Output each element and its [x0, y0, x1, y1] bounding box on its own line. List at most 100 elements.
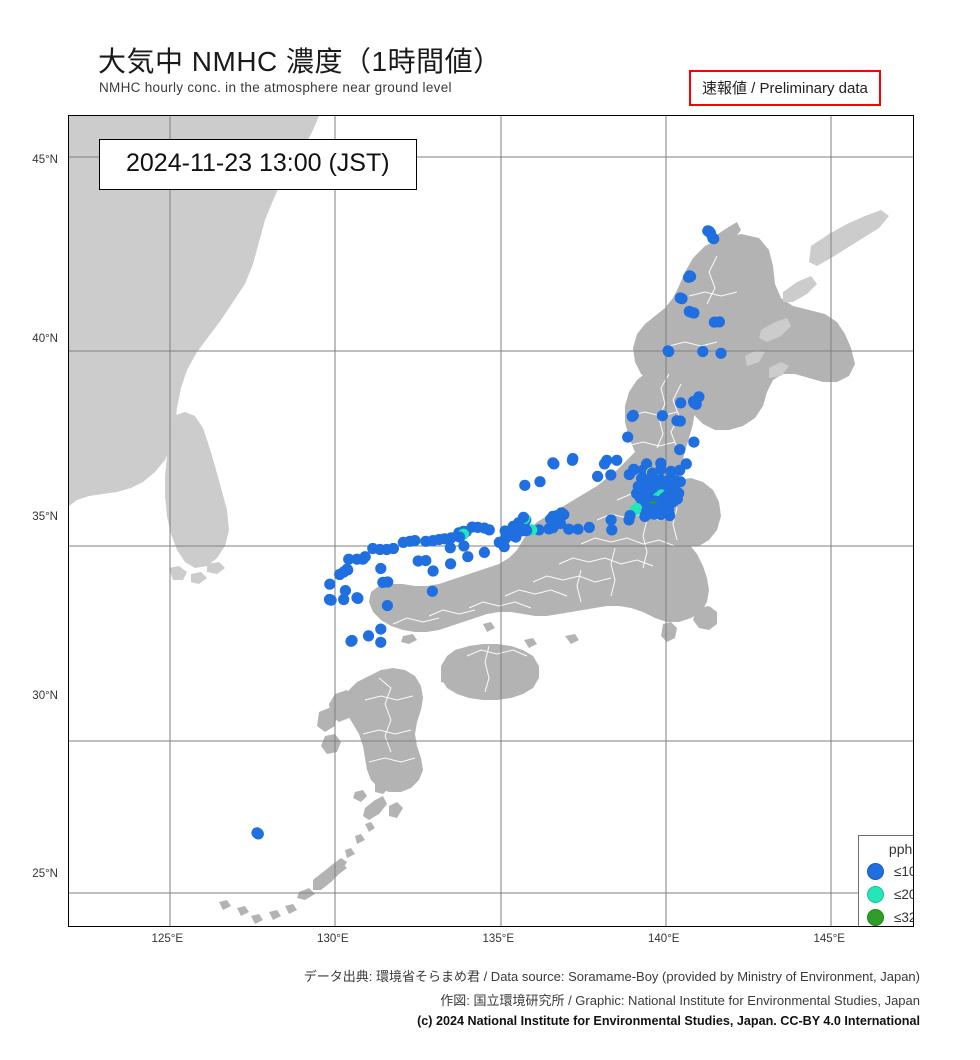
map-frame[interactable]: 2024-11-23 13:00 (JST) pphmC ≤10≤20≤32≤5…: [68, 115, 914, 927]
station-point[interactable]: [325, 594, 337, 606]
footer-line-copyright: (c) 2024 National Institute for Environm…: [417, 1014, 920, 1028]
station-point[interactable]: [583, 521, 595, 533]
station-point[interactable]: [534, 476, 546, 488]
station-point[interactable]: [375, 623, 387, 635]
land-kyushu-west: [317, 690, 355, 754]
station-point[interactable]: [655, 464, 667, 476]
station-point[interactable]: [510, 531, 522, 543]
station-point[interactable]: [639, 510, 651, 522]
station-point[interactable]: [623, 469, 635, 481]
station-point[interactable]: [377, 576, 389, 588]
station-point[interactable]: [693, 391, 705, 403]
station-point[interactable]: [498, 541, 510, 553]
legend-title: pphmC: [888, 841, 913, 857]
station-point[interactable]: [598, 458, 611, 470]
station-point[interactable]: [345, 635, 357, 647]
legend-label: ≤32: [894, 910, 913, 925]
station-point[interactable]: [397, 536, 409, 548]
x-axis-tick-label: 125°E: [151, 933, 184, 945]
station-point[interactable]: [663, 345, 675, 358]
station-point[interactable]: [563, 523, 575, 535]
station-point[interactable]: [381, 600, 393, 612]
station-point[interactable]: [367, 542, 379, 555]
land-hokkaido: [633, 234, 855, 430]
station-point[interactable]: [543, 523, 555, 535]
station-point[interactable]: [623, 514, 635, 526]
y-axis-tick-label: 45°N: [32, 154, 58, 167]
station-point[interactable]: [519, 479, 531, 491]
station-point[interactable]: [352, 592, 364, 604]
land-tanegashima: [375, 780, 403, 818]
station-point[interactable]: [545, 513, 557, 525]
y-axis-tick-label: 40°N: [32, 332, 58, 345]
station-point[interactable]: [454, 531, 466, 543]
station-point[interactable]: [252, 828, 264, 840]
station-point[interactable]: [512, 517, 525, 529]
station-point[interactable]: [375, 562, 387, 575]
station-point[interactable]: [338, 593, 350, 606]
station-point[interactable]: [334, 568, 346, 581]
station-point[interactable]: [324, 578, 336, 590]
station-point[interactable]: [688, 436, 700, 448]
station-point[interactable]: [656, 410, 669, 422]
station-point[interactable]: [462, 551, 474, 563]
station-point[interactable]: [548, 458, 560, 470]
station-point[interactable]: [605, 469, 617, 481]
x-axis-tick-label: 145°E: [813, 933, 845, 945]
station-point[interactable]: [715, 347, 727, 359]
station-point[interactable]: [592, 470, 604, 482]
station-point[interactable]: [697, 345, 709, 358]
station-point[interactable]: [375, 636, 387, 648]
page-title: 大気中 NMHC 濃度（1時間値）: [98, 46, 502, 77]
land-kuril-sakhalin: [745, 210, 889, 378]
station-point[interactable]: [605, 514, 617, 526]
station-point[interactable]: [343, 553, 355, 565]
station-point[interactable]: [680, 458, 692, 470]
station-point[interactable]: [427, 565, 439, 577]
station-point[interactable]: [688, 307, 700, 319]
station-point[interactable]: [674, 444, 686, 456]
station-point[interactable]: [351, 553, 363, 565]
x-axis-tick-label: 130°E: [317, 933, 349, 945]
station-point[interactable]: [675, 397, 687, 409]
page-subtitle: NMHC hourly conc. in the atmosphere near…: [99, 80, 452, 95]
station-point[interactable]: [655, 509, 667, 521]
station-point[interactable]: [420, 535, 432, 547]
map-canvas: [69, 116, 913, 926]
station-point[interactable]: [606, 524, 618, 536]
map-timestamp-label: 2024-11-23 13:00 (JST): [99, 139, 417, 190]
station-point[interactable]: [708, 316, 721, 328]
x-axis-tick-label: 135°E: [482, 933, 514, 945]
station-point[interactable]: [676, 293, 688, 305]
station-point[interactable]: [458, 540, 470, 552]
graticule: [69, 116, 913, 926]
land-continent: [69, 116, 319, 506]
station-point[interactable]: [622, 431, 634, 443]
station-points-layer: [251, 225, 727, 840]
station-point[interactable]: [664, 510, 676, 522]
station-point[interactable]: [641, 458, 653, 470]
land-boso: [693, 606, 717, 630]
station-point[interactable]: [362, 630, 375, 642]
legend-label: ≤10: [894, 864, 913, 879]
station-point[interactable]: [444, 542, 456, 554]
station-point[interactable]: [478, 546, 490, 558]
station-point[interactable]: [708, 233, 720, 245]
land-okinawa-main: [313, 858, 347, 890]
station-point[interactable]: [665, 465, 677, 477]
station-point[interactable]: [683, 271, 695, 283]
land-kyushu: [345, 668, 423, 792]
legend-row: ≤10: [865, 860, 913, 883]
footer: データ出典: 環境省そらまめ君 / Data source: Soramame-…: [0, 966, 920, 1033]
station-point[interactable]: [566, 454, 578, 466]
station-point[interactable]: [445, 558, 457, 570]
station-point[interactable]: [412, 555, 424, 567]
land-izu-peninsula: [661, 622, 677, 642]
station-point[interactable]: [572, 523, 584, 535]
station-point[interactable]: [674, 415, 686, 427]
station-point[interactable]: [339, 585, 351, 597]
station-point[interactable]: [626, 410, 638, 422]
station-point[interactable]: [426, 585, 438, 597]
station-point[interactable]: [611, 454, 623, 466]
preliminary-data-badge: 速報値 / Preliminary data: [689, 70, 881, 106]
